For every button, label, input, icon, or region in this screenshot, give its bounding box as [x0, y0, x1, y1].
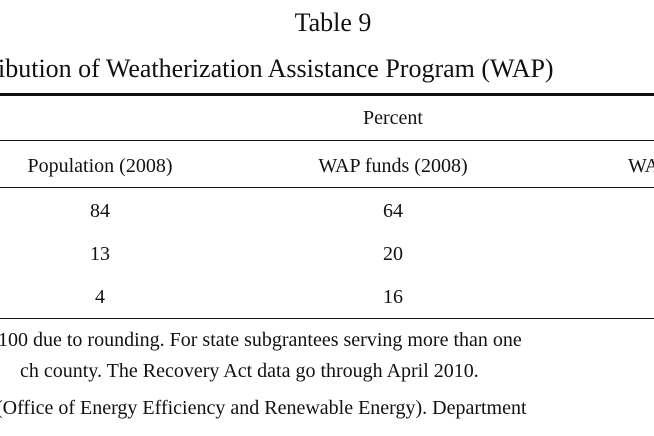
note: 100 due to rounding. For state subgrante… — [0, 329, 522, 351]
header-rule — [0, 187, 654, 188]
bottom-rule — [0, 318, 654, 319]
cell: 84 — [90, 200, 110, 222]
cell: 20 — [383, 243, 403, 265]
group-header: Percent — [363, 107, 423, 129]
note: ch county. The Recovery Act data go thro… — [20, 360, 479, 382]
top-rule — [0, 93, 654, 96]
table-title: ibution of Weatherization Assistance Pro… — [0, 54, 554, 83]
cell: 64 — [383, 200, 403, 222]
cell: 4 — [95, 286, 105, 308]
group-rule — [0, 140, 654, 141]
column-header: Population (2008) — [27, 155, 173, 177]
cell: 16 — [383, 286, 403, 308]
cell: 13 — [90, 243, 110, 265]
table-number: Table 9 — [294, 8, 372, 37]
column-header: WAP funds (2008) — [318, 155, 468, 177]
column-header: WA — [628, 155, 654, 177]
note: (Office of Energy Efficiency and Renewab… — [0, 397, 527, 419]
